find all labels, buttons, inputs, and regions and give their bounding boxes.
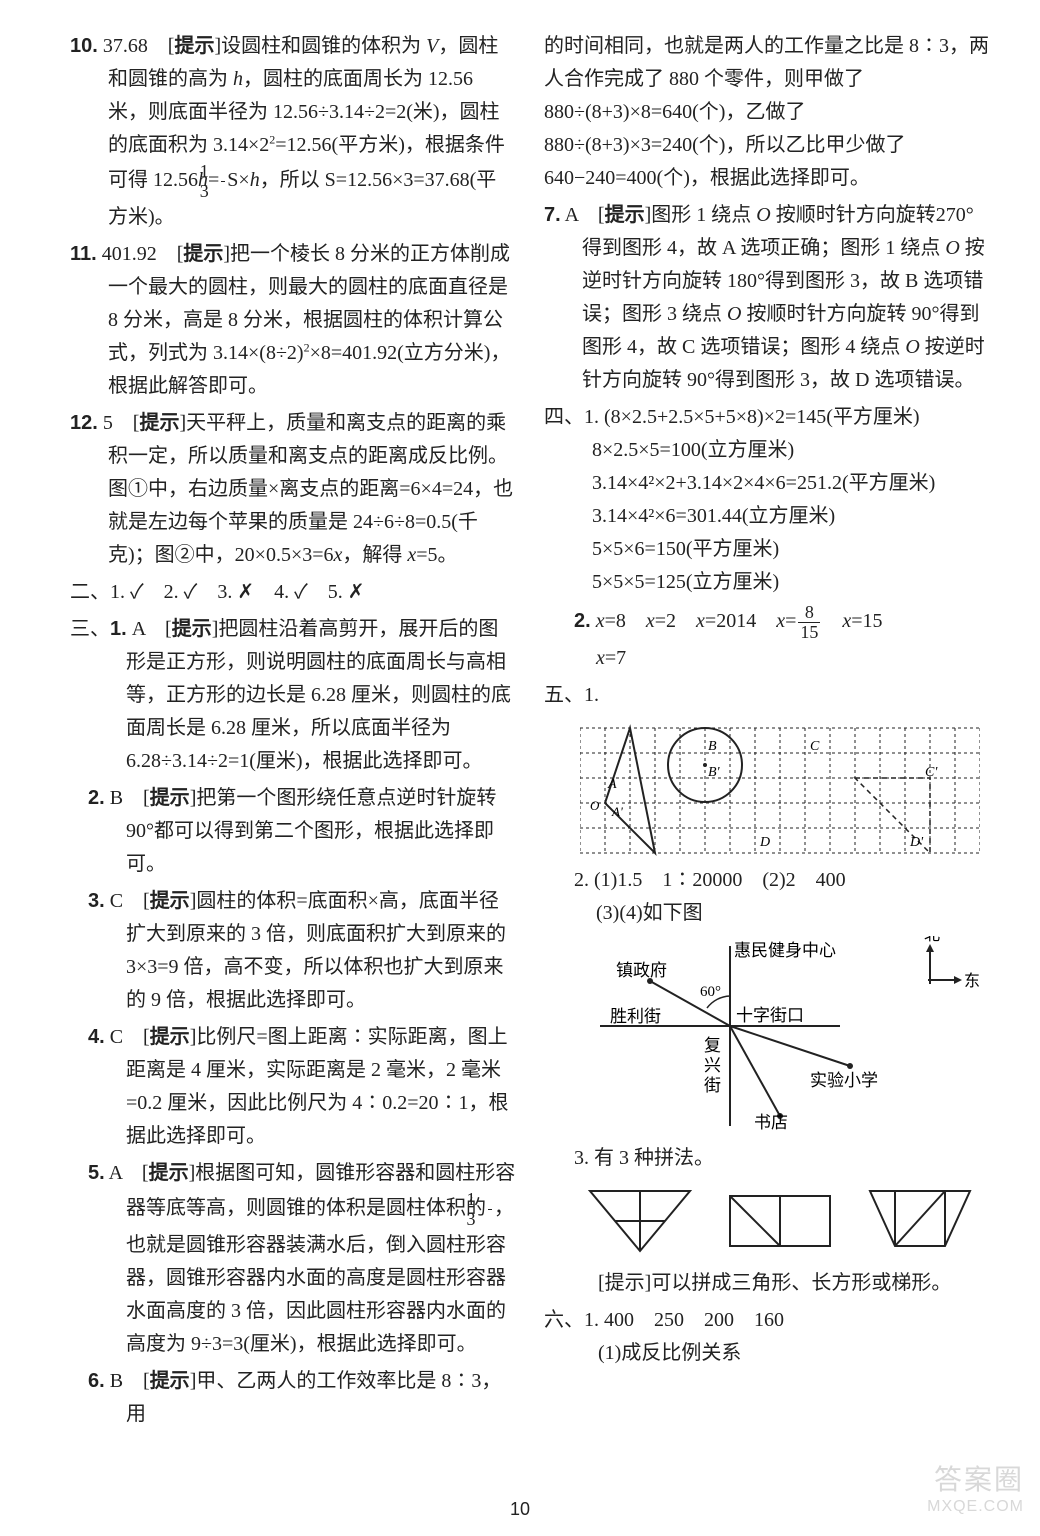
grid-figure: A B C B' C' A' O D D' <box>580 718 990 858</box>
svg-text:B': B' <box>708 765 721 780</box>
svg-text:D: D <box>759 835 770 850</box>
s3-q1: 三、1. A [提示]把圆柱沿着高剪开，展开后的图形是正方形，则说明圆柱的底面周… <box>70 613 516 778</box>
page-number: 10 <box>0 1499 1040 1520</box>
svg-text:A: A <box>607 777 617 792</box>
s5-q3-hint: [提示]可以拼成三角形、长方形或梯形。 <box>544 1267 990 1300</box>
right-column: 的时间相同，也就是两人的工作量之比是 8∶3，两人合作完成了 880 个零件，则… <box>544 30 990 1516</box>
q12: 12. 5 [提示]天平秤上，质量和离支点的距离的乘积一定，所以质量和离支点的距… <box>70 407 516 572</box>
s3-q6: 6. B [提示]甲、乙两人的工作效率比是 8∶3，用 <box>70 1365 516 1431</box>
svg-text:东: 东 <box>964 972 980 990</box>
left-column: 10. 37.68 [提示]设圆柱和圆锥的体积为 V，圆柱和圆锥的高为 h，圆柱… <box>70 30 516 1516</box>
s3-q3: 3. C [提示]圆柱的体积=底面积×高，底面半径扩大到原来的 3 倍，则底面积… <box>70 885 516 1017</box>
svg-text:C': C' <box>925 765 938 780</box>
s3-q7: 7. A [提示]图形 1 绕点 O 按顺时针方向旋转270°得到图形 4，故 … <box>544 199 990 397</box>
svg-text:书店: 书店 <box>754 1113 788 1132</box>
s3-q5: 5. A [提示]根据图可知，圆锥形容器和圆柱形容器等底等高，则圆锥的体积是圆柱… <box>70 1157 516 1361</box>
s4-q2: 2. x=8 x=2 x=2014 x=815 x=15 x=7 <box>544 603 990 675</box>
svg-text:复: 复 <box>704 1036 721 1055</box>
s5-q3: 3. 有 3 种拼法。 <box>544 1142 990 1175</box>
s3-q4: 4. C [提示]比例尺=图上距离∶实际距离，图上距离是 4 厘米，实际距离是 … <box>70 1021 516 1153</box>
section-2: 二、1. ✓ 2. ✓ 3. ✗ 4. ✓ 5. ✗ <box>70 576 516 609</box>
s5-q1: 五、1. <box>544 679 990 858</box>
svg-text:60°: 60° <box>700 984 721 1000</box>
map-figure: 惠民健身中心 镇政府 十字街口 胜利街 复 兴 街 实验小学 书店 60° 北 … <box>580 936 990 1136</box>
s3-q2: 2. B [提示]把第一个图形绕任意点逆时针旋转90°都可以得到第二个图形，根据… <box>70 782 516 881</box>
s4-q1: 四、1. (8×2.5+2.5×5+5×8)×2=145(平方厘米) 8×2.5… <box>544 401 990 599</box>
svg-text:十字街口: 十字街口 <box>736 1006 804 1025</box>
svg-text:惠民健身中心: 惠民健身中心 <box>734 941 836 960</box>
svg-text:B: B <box>708 739 717 754</box>
watermark: 答案圈 MXQE.COM <box>927 1458 1024 1516</box>
svg-text:实验小学: 实验小学 <box>810 1071 878 1090</box>
svg-text:胜利街: 胜利街 <box>610 1007 661 1026</box>
s6-q1: 六、1. 400 250 200 160 (1)成反比例关系 <box>544 1304 990 1370</box>
q11: 11. 401.92 [提示]把一个棱长 8 分米的正方体削成一个最大的圆柱，则… <box>70 238 516 403</box>
q10: 10. 37.68 [提示]设圆柱和圆锥的体积为 V，圆柱和圆锥的高为 h，圆柱… <box>70 30 516 234</box>
svg-text:O: O <box>590 798 600 813</box>
shapes-figure <box>580 1181 990 1261</box>
s5-q2: 2. (1)1.5 1∶20000 (2)2 400 (3)(4)如下图 <box>544 864 990 930</box>
svg-text:D': D' <box>909 835 924 850</box>
svg-text:北: 北 <box>924 936 940 944</box>
svg-text:C: C <box>810 739 820 754</box>
svg-text:兴: 兴 <box>704 1056 721 1075</box>
svg-text:镇政府: 镇政府 <box>616 961 667 980</box>
svg-text:街: 街 <box>704 1076 721 1095</box>
s3-q6-cont: 的时间相同，也就是两人的工作量之比是 8∶3，两人合作完成了 880 个零件，则… <box>544 30 990 195</box>
svg-text:A': A' <box>611 804 623 819</box>
